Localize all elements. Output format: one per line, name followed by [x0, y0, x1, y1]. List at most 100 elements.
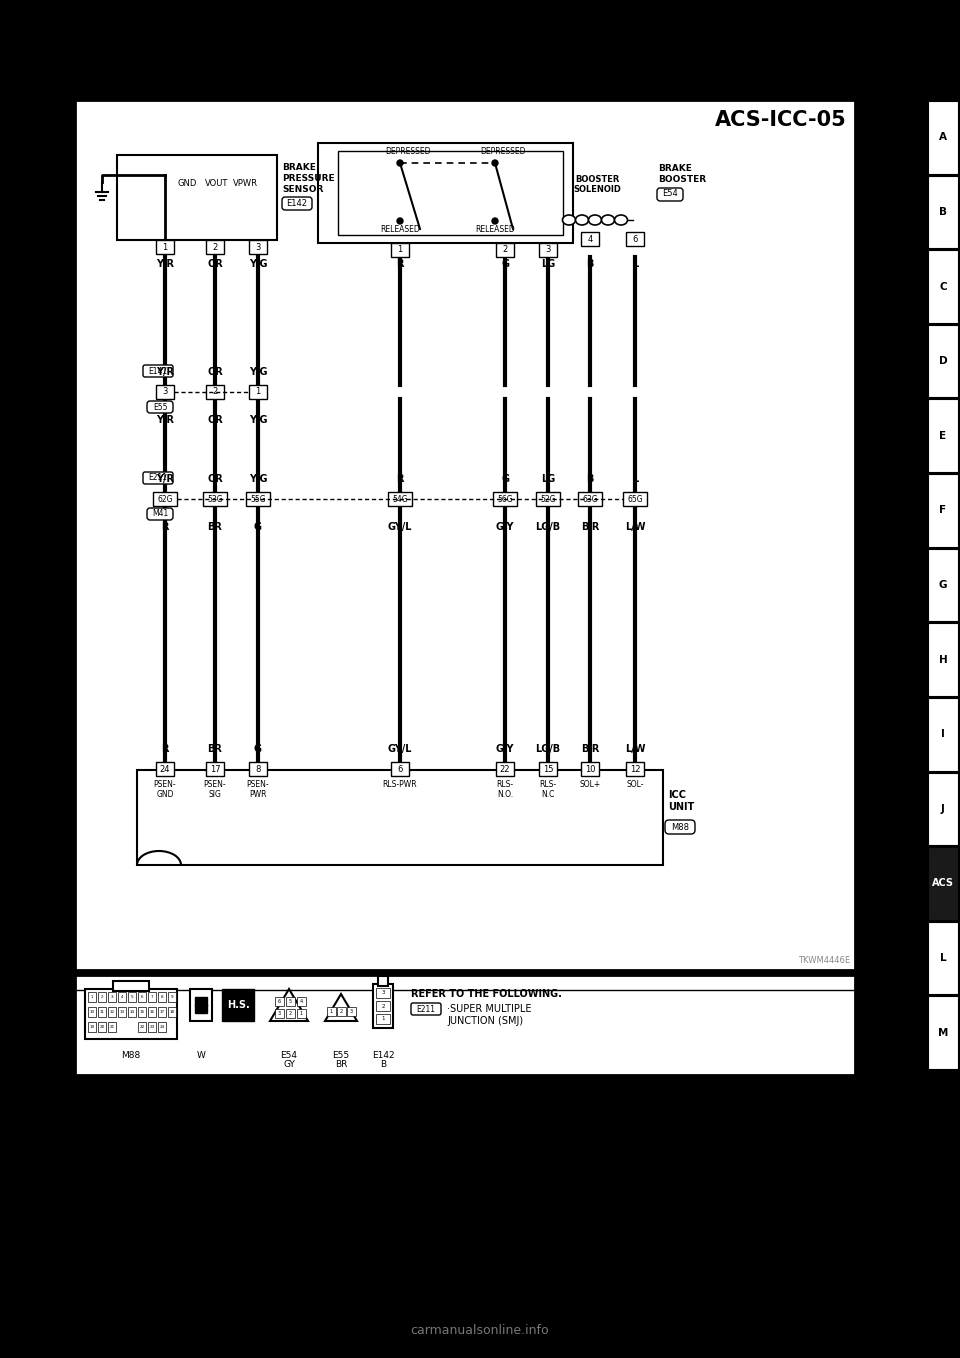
- Bar: [113, 980, 149, 991]
- Bar: [391, 762, 409, 775]
- Text: GY: GY: [283, 1061, 295, 1069]
- Bar: [118, 1008, 126, 1017]
- Bar: [928, 175, 958, 249]
- Text: 8: 8: [255, 765, 261, 774]
- Text: L: L: [940, 953, 947, 963]
- Text: 3: 3: [278, 1010, 281, 1016]
- Text: RELEASED: RELEASED: [380, 225, 420, 234]
- Ellipse shape: [614, 215, 628, 225]
- Text: VPWR: VPWR: [232, 178, 257, 187]
- Text: E142: E142: [286, 198, 307, 208]
- Bar: [190, 989, 212, 1021]
- FancyBboxPatch shape: [282, 197, 312, 210]
- Circle shape: [492, 160, 498, 166]
- Bar: [137, 770, 663, 865]
- Bar: [249, 386, 267, 399]
- Text: L: L: [632, 474, 638, 483]
- Bar: [128, 1008, 136, 1017]
- Bar: [118, 991, 126, 1002]
- Text: JUNCTION (SMJ): JUNCTION (SMJ): [447, 1016, 523, 1027]
- Bar: [581, 232, 599, 246]
- Text: 55G: 55G: [251, 494, 266, 504]
- Bar: [496, 243, 514, 257]
- Text: R: R: [396, 259, 404, 269]
- FancyBboxPatch shape: [411, 1004, 441, 1014]
- Text: RELEASED: RELEASED: [475, 225, 515, 234]
- Text: Y/R: Y/R: [156, 416, 174, 425]
- Text: Y/R: Y/R: [156, 474, 174, 483]
- Text: 1: 1: [330, 1009, 333, 1014]
- Text: 1: 1: [397, 246, 402, 254]
- Bar: [249, 762, 267, 775]
- Text: PSEN-
SIG: PSEN- SIG: [204, 779, 227, 800]
- Bar: [148, 991, 156, 1002]
- Text: M88: M88: [671, 823, 689, 831]
- Text: R: R: [396, 474, 404, 483]
- Bar: [88, 1023, 96, 1032]
- Text: 6: 6: [278, 999, 281, 1004]
- Text: 10: 10: [585, 765, 595, 774]
- Text: 9: 9: [171, 995, 174, 999]
- Bar: [168, 1008, 176, 1017]
- Bar: [928, 250, 958, 323]
- Text: 8: 8: [160, 995, 163, 999]
- Text: 3: 3: [545, 246, 551, 254]
- Bar: [493, 492, 517, 507]
- Polygon shape: [325, 994, 357, 1021]
- Text: G/Y: G/Y: [495, 521, 515, 532]
- Text: REFER TO THE FOLLOWING.: REFER TO THE FOLLOWING.: [411, 989, 562, 999]
- Bar: [108, 1023, 116, 1032]
- Text: L/W: L/W: [625, 744, 645, 754]
- Text: E211: E211: [149, 474, 167, 482]
- Bar: [928, 100, 958, 174]
- Text: 1: 1: [162, 243, 168, 251]
- Text: 15: 15: [139, 1010, 145, 1014]
- Text: 5: 5: [289, 999, 292, 1004]
- Ellipse shape: [588, 215, 602, 225]
- Text: M41: M41: [152, 509, 168, 519]
- Text: B/R: B/R: [581, 744, 599, 754]
- FancyBboxPatch shape: [657, 187, 683, 201]
- Bar: [539, 243, 557, 257]
- Bar: [928, 399, 958, 473]
- Bar: [168, 991, 176, 1002]
- Text: RLS-
N.C: RLS- N.C: [540, 779, 557, 800]
- Text: 3: 3: [255, 243, 261, 251]
- Bar: [338, 151, 563, 235]
- Text: Y/R: Y/R: [156, 259, 174, 269]
- Bar: [496, 762, 514, 775]
- Text: 2: 2: [502, 246, 508, 254]
- Text: LG: LG: [540, 474, 555, 483]
- Text: G: G: [254, 744, 262, 754]
- Text: 1: 1: [300, 1010, 303, 1016]
- Text: BRAKE: BRAKE: [658, 164, 692, 172]
- Bar: [376, 989, 390, 998]
- Text: I: I: [941, 729, 945, 739]
- Text: 12: 12: [630, 765, 640, 774]
- Text: 10: 10: [89, 1010, 95, 1014]
- Bar: [318, 143, 573, 243]
- Text: 11: 11: [100, 1010, 105, 1014]
- Text: M88: M88: [121, 1051, 140, 1061]
- Text: G: G: [254, 521, 262, 532]
- Text: 2: 2: [289, 1010, 292, 1016]
- Text: G: G: [501, 259, 509, 269]
- Bar: [581, 762, 599, 775]
- Bar: [138, 1008, 146, 1017]
- Text: 19: 19: [89, 1025, 95, 1029]
- Text: ACS-ICC-05: ACS-ICC-05: [715, 110, 847, 130]
- Text: E211: E211: [417, 1005, 436, 1013]
- Text: 1: 1: [381, 1017, 385, 1021]
- Text: 62G: 62G: [157, 494, 173, 504]
- Bar: [75, 100, 855, 970]
- Bar: [158, 991, 166, 1002]
- Text: 4: 4: [300, 999, 303, 1004]
- Text: DEPRESSED: DEPRESSED: [480, 147, 526, 156]
- Bar: [203, 492, 227, 507]
- Polygon shape: [270, 989, 308, 1021]
- Text: 3: 3: [110, 995, 113, 999]
- Bar: [108, 1008, 116, 1017]
- Text: 53G: 53G: [207, 494, 223, 504]
- Bar: [206, 762, 224, 775]
- Text: J: J: [941, 804, 945, 813]
